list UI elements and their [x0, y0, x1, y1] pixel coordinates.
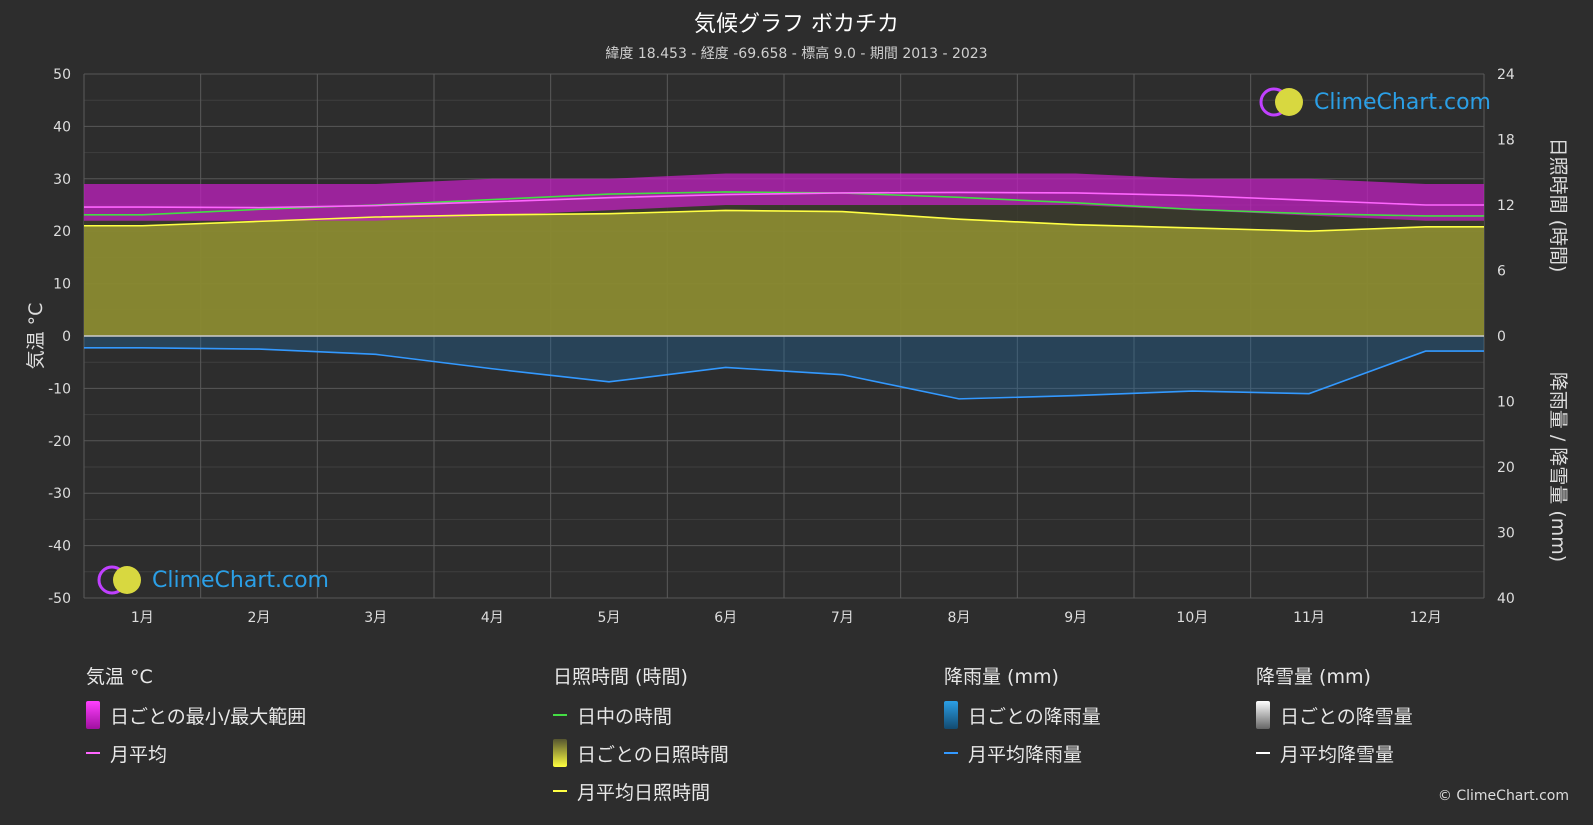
series-lines	[84, 191, 1484, 400]
y-tick-left: 50	[53, 67, 71, 83]
temp-avg-line	[84, 191, 1484, 209]
swatch-snow-daily	[1256, 701, 1270, 729]
legend-item[interactable]: 日ごとの降雪量	[1256, 701, 1413, 729]
rain-area	[84, 336, 1484, 399]
swatch-snow-avg	[1256, 752, 1270, 754]
y-axis-title-right-sun: 日照時間 (時間)	[1547, 138, 1569, 273]
copyright: © ClimeChart.com	[1437, 788, 1569, 804]
y-tick-right-rain: 30	[1497, 526, 1515, 542]
y-tick-left: -30	[48, 486, 71, 502]
swatch-rain-daily	[944, 701, 958, 729]
x-tick-label: 3月	[364, 610, 387, 626]
legend-label: 日中の時間	[577, 705, 673, 728]
y-tick-left: 30	[53, 172, 71, 188]
logo-text: ClimeChart.com	[152, 567, 329, 593]
y-axis-title-left: 気温 °C	[25, 303, 47, 370]
x-tick-label: 4月	[481, 610, 504, 626]
legend-snow: 降雪量 (mm) 日ごとの降雪量 月平均降雪量	[1256, 662, 1413, 779]
sunshine-avg-line	[84, 209, 1484, 233]
logo-top[interactable]: ClimeChart.com	[1258, 86, 1491, 118]
logo-text: ClimeChart.com	[1314, 89, 1491, 115]
logo-icon	[1259, 87, 1303, 117]
swatch-sunshine-avg	[553, 790, 567, 792]
legend-label: 月平均降雨量	[968, 743, 1083, 766]
y-tick-right-sun: 24	[1497, 67, 1515, 83]
y-tick-left: 20	[53, 224, 71, 240]
x-tick-label: 9月	[1064, 610, 1087, 626]
legend-label: 日ごとの日照時間	[577, 743, 729, 766]
x-tick-label: 6月	[714, 610, 737, 626]
legend-heading: 気温 °C	[86, 666, 153, 688]
daylight-line	[84, 191, 1484, 217]
legend-item[interactable]: 月平均降雪量	[1256, 741, 1413, 766]
y-tick-left: -10	[48, 381, 71, 397]
swatch-rain-avg	[944, 752, 958, 754]
x-tick-label: 5月	[598, 610, 621, 626]
legend-item[interactable]: 月平均日照時間	[553, 779, 729, 804]
chart-title: 気候グラフ ボカチカ	[694, 12, 899, 37]
x-tick-label: 2月	[248, 610, 271, 626]
chart-subtitle: 緯度 18.453 - 経度 -69.658 - 標高 9.0 - 期間 201…	[605, 46, 988, 62]
x-tick-label: 12月	[1410, 610, 1442, 626]
legend-item[interactable]: 日ごとの降雨量	[944, 701, 1101, 729]
swatch-temp-range	[86, 701, 100, 729]
y-tick-left: 0	[62, 329, 71, 345]
y-tick-right-sun: 6	[1497, 264, 1506, 280]
y-tick-left: -40	[48, 539, 71, 555]
legend-label: 月平均降雪量	[1280, 743, 1395, 766]
legend-item[interactable]: 日中の時間	[553, 703, 729, 728]
y-tick-right-sun: 0	[1497, 329, 1506, 345]
legend-label: 月平均日照時間	[577, 781, 711, 804]
legend-label: 日ごとの最小/最大範囲	[110, 705, 307, 728]
y-tick-left: 40	[53, 119, 71, 135]
y-tick-right-rain: 20	[1497, 460, 1515, 476]
legend-heading: 日照時間 (時間)	[553, 666, 688, 688]
legend-heading: 降雨量 (mm)	[944, 666, 1059, 688]
rain-avg-line	[84, 346, 1484, 400]
x-tick-label: 1月	[131, 610, 154, 626]
y-tick-right-sun: 18	[1497, 133, 1515, 149]
y-tick-left: -20	[48, 434, 71, 450]
y-axis-title-right-rain: 降雨量 / 降雪量 (mm)	[1547, 372, 1569, 562]
legend-heading: 降雪量 (mm)	[1256, 666, 1371, 688]
swatch-daylight	[553, 714, 567, 716]
y-tick-left: 10	[53, 277, 71, 293]
axes: 50 40 30 20 10 0 -10 -20 -30 -40 -50 24 18 12 6 0 10 20 30…	[25, 67, 1569, 626]
y-tick-left: -50	[48, 591, 71, 607]
legend-label: 日ごとの降雨量	[968, 705, 1101, 728]
legend-item[interactable]: 月平均	[86, 741, 306, 766]
legend-temp: 気温 °C 日ごとの最小/最大範囲 月平均	[86, 662, 306, 779]
y-tick-right-rain: 40	[1497, 591, 1515, 607]
x-tick-label: 11月	[1293, 610, 1325, 626]
x-tick-label: 7月	[831, 610, 854, 626]
legend-item[interactable]: 日ごとの最小/最大範囲	[86, 701, 307, 729]
y-tick-right-sun: 12	[1497, 198, 1515, 214]
legend-item[interactable]: 月平均降雨量	[944, 741, 1101, 766]
legend-rain: 降雨量 (mm) 日ごとの降雨量 月平均降雨量	[944, 662, 1101, 779]
swatch-sunshine-daily	[553, 739, 567, 767]
x-tick-label: 10月	[1176, 610, 1208, 626]
climate-chart: 50 40 30 20 10 0 -10 -20 -30 -40 -50 24 18 12 6 0 10 20 30…	[25, 67, 1569, 626]
legend-label: 日ごとの降雪量	[1280, 705, 1413, 728]
temp-range-band	[84, 173, 1484, 221]
logo-icon	[97, 565, 141, 595]
logo-bottom[interactable]: ClimeChart.com	[96, 564, 329, 596]
legend-item[interactable]: 日ごとの日照時間	[553, 739, 729, 767]
legend-label: 月平均	[110, 743, 168, 766]
daylight-band	[84, 191, 1484, 232]
y-tick-right-rain: 10	[1497, 395, 1515, 411]
sunshine-area	[84, 210, 1484, 336]
legend-sun: 日照時間 (時間) 日中の時間 日ごとの日照時間 月平均日照時間	[553, 662, 729, 817]
bands	[84, 173, 1484, 399]
x-tick-label: 8月	[948, 610, 971, 626]
swatch-temp-avg	[86, 752, 100, 754]
